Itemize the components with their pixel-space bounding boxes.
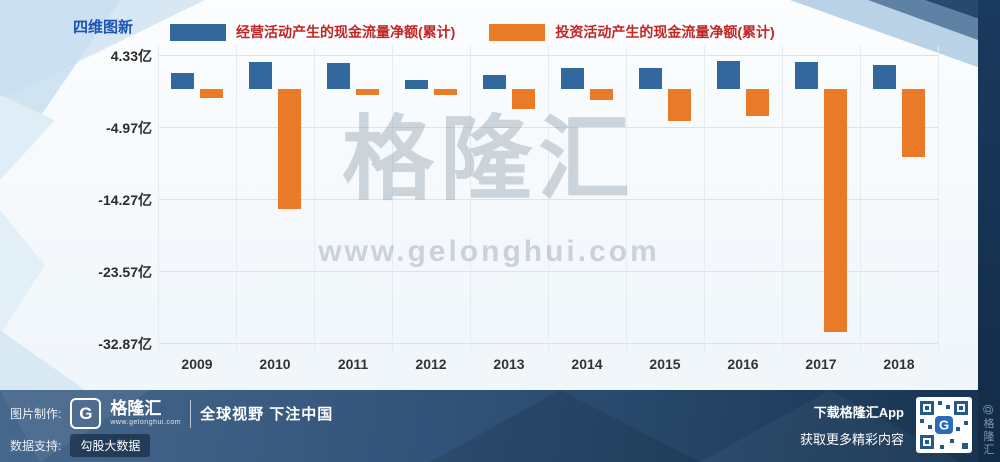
bar-investing-2010: [278, 88, 301, 209]
column-separator: [548, 46, 549, 354]
legend-label-operating: 经营活动产生的现金流量净额(累计): [236, 24, 456, 40]
x-axis-label: 2013: [493, 356, 525, 372]
legend-item-investing: 投资活动产生的现金流量净额(累计): [489, 22, 775, 42]
bar-operating-2014: [561, 68, 584, 89]
bar-investing-2011: [356, 88, 379, 96]
gelonghui-logo-text: 格隆汇 www.gelonghui.com: [110, 400, 181, 426]
column-separator: [236, 46, 237, 354]
y-axis-tick-label: 4.33亿: [110, 48, 152, 64]
legend-swatch-operating: [170, 23, 226, 41]
bar-operating-2010: [249, 62, 272, 89]
y-axis-tick-label: -4.97亿: [106, 120, 152, 136]
bar-operating-2018: [873, 64, 896, 89]
column-separator: [782, 46, 783, 354]
bar-operating-2011: [327, 62, 350, 89]
column-separator: [314, 46, 315, 354]
y-axis-tick-label: -32.87亿: [98, 336, 152, 352]
footer-credit-row: 图片制作: G 格隆汇 www.gelonghui.com 全球视野 下注中国: [10, 398, 333, 429]
bar-investing-2009: [200, 88, 223, 98]
footer-data-row: 数据支持: 勾股大数据: [10, 434, 151, 457]
download-line1: 下载格隆汇App: [813, 405, 904, 420]
column-separator: [626, 46, 627, 354]
bar-investing-2016: [746, 88, 769, 116]
gelonghui-logo-icon: G: [70, 398, 102, 429]
y-axis: 4.33亿 -4.97亿 -14.27亿 -23.57亿 -32.87亿: [66, 40, 152, 375]
bar-operating-2009: [171, 73, 194, 89]
made-by-label: 图片制作:: [10, 407, 62, 421]
footer-download-block: 下载格隆汇App 获取更多精彩内容: [800, 402, 904, 448]
bar-operating-2017: [795, 62, 818, 89]
x-axis-label: 2011: [337, 356, 369, 372]
svg-text:G: G: [939, 418, 949, 433]
bar-investing-2012: [434, 88, 457, 95]
bar-investing-2014: [590, 88, 613, 101]
logo-url: www.gelonghui.com: [110, 419, 182, 426]
bar-operating-2015: [639, 67, 662, 89]
bar-operating-2016: [717, 61, 740, 89]
x-axis-label: 2017: [805, 356, 837, 372]
x-axis-label: 2016: [727, 356, 759, 372]
y-axis-tick-label: -14.27亿: [98, 192, 152, 208]
bar-investing-2015: [668, 88, 691, 122]
column-separator: [158, 46, 159, 354]
x-axis-label: 2009: [181, 356, 213, 372]
column-separator: [392, 46, 393, 354]
chart-title: 四维图新: [73, 19, 134, 36]
download-line2: 获取更多精彩内容: [799, 432, 904, 447]
x-axis-label: 2012: [415, 356, 447, 372]
logo-name: 格隆汇: [110, 399, 162, 419]
footer-bar: 图片制作: G 格隆汇 www.gelonghui.com 全球视野 下注中国 …: [0, 390, 1000, 462]
legend: 经营活动产生的现金流量净额(累计) 投资活动产生的现金流量净额(累计): [170, 22, 775, 42]
column-separator: [470, 46, 471, 354]
legend-item-operating: 经营活动产生的现金流量净额(累计): [170, 22, 455, 42]
bar-investing-2018: [902, 88, 925, 157]
bar-operating-2013: [483, 74, 506, 89]
column-separator: [704, 46, 705, 354]
column-separator: [938, 46, 939, 354]
y-axis-tick-label: -23.57亿: [98, 264, 152, 280]
qr-code: G: [916, 397, 972, 453]
legend-label-investing: 投资活动产生的现金流量净额(累计): [555, 24, 775, 40]
bar-investing-2013: [512, 88, 535, 109]
x-axis-label: 2018: [883, 356, 915, 372]
footer-slogan: 全球视野 下注中国: [200, 406, 334, 423]
column-separator: [860, 46, 861, 354]
footer-divider: [190, 399, 192, 428]
data-support-badge: 勾股大数据: [70, 434, 151, 457]
x-axis-label: 2010: [259, 356, 291, 372]
x-axis-label: 2014: [571, 356, 603, 372]
bar-investing-2017: [824, 88, 847, 333]
x-axis-label: 2015: [649, 356, 681, 372]
plot-area: 2009 2010 2011 2012 2013 2014 2015 2016 2017 2018: [158, 40, 939, 375]
right-edge-strip: [978, 0, 1000, 462]
legend-swatch-investing: [489, 23, 546, 41]
data-support-label: 数据支持:: [10, 439, 62, 453]
side-watermark-handle: @格隆汇: [982, 403, 994, 456]
bar-operating-2012: [405, 80, 428, 89]
